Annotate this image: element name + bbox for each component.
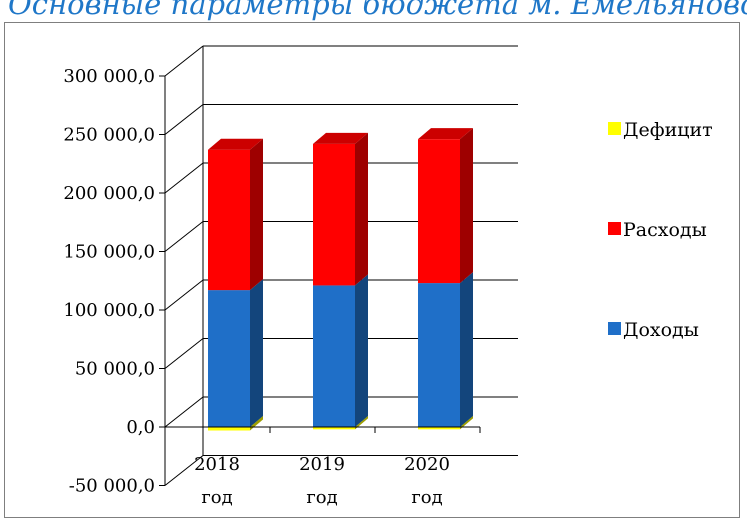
bar-deficit-0-front: [208, 427, 250, 431]
gridline-diagonal: [164, 455, 204, 486]
chart-frame: [4, 22, 740, 518]
y-axis: -50 000,0 0,0 50 000,0 100 000,0 150 000,0 20…: [63, 66, 166, 497]
bar-expenses-0-front: [208, 149, 250, 291]
bar-income-0: [208, 279, 263, 427]
x-tick-label: год: [306, 487, 337, 508]
gridline-diagonal: [164, 45, 204, 77]
bar-expenses-2: [418, 128, 473, 284]
gridline-diagonal: [164, 279, 204, 311]
legend-label: Доходы: [623, 319, 699, 341]
legend-label: Расходы: [623, 219, 707, 241]
y-tick-label: 300 000,0: [63, 66, 155, 87]
x-tick-label: 2020: [404, 454, 450, 475]
bar-income-1: [313, 274, 368, 427]
bar-deficit-1-side: [355, 416, 368, 430]
x-tick-label: год: [201, 487, 232, 508]
x-axis: 2018 год 2019 год 2020 год: [164, 426, 481, 508]
legend-swatch: [608, 122, 621, 135]
bar-expenses-1-front: [313, 143, 355, 286]
y-tick-label: -50 000,0: [69, 476, 155, 497]
y-tick-label: 0,0: [126, 417, 155, 438]
bar-expenses-2-top: [418, 128, 473, 140]
y-tick-label: 150 000,0: [63, 242, 155, 263]
bar-expenses-1-side: [355, 132, 368, 286]
bar-income-1-front: [313, 285, 355, 427]
bar-income-1-side: [355, 274, 368, 427]
bar-income-0-side: [250, 279, 263, 427]
bar-expenses-0-side: [250, 138, 263, 291]
chart-title: Основные параметры бюджета м. Емельяново: [8, 0, 747, 21]
bar-deficit-1-front: [313, 427, 355, 430]
gridline-diagonal: [164, 338, 204, 369]
y-tick-label: 100 000,0: [63, 300, 155, 321]
bar-expenses-1: [313, 132, 368, 286]
gridline-diagonal: [164, 396, 204, 428]
y-tick-label: 200 000,0: [63, 183, 155, 204]
legend-swatch: [608, 322, 621, 335]
gridline-diagonal: [164, 221, 204, 252]
x-tick-label: 2019: [299, 454, 345, 475]
bar-income-2: [418, 272, 473, 427]
x-tick-label: год: [411, 487, 442, 508]
bar-expenses-0: [208, 138, 263, 291]
bars: [208, 128, 473, 431]
legend-swatch: [608, 222, 621, 235]
bar-deficit-2-front: [418, 427, 460, 430]
legend: Дефицит Расходы Доходы: [608, 119, 713, 341]
bar-deficit-2-side: [460, 416, 473, 430]
legend-label: Дефицит: [623, 119, 713, 141]
bar-income-0-front: [208, 290, 250, 427]
bar-expenses-2-side: [460, 128, 473, 284]
bar-income-2-front: [418, 283, 460, 427]
bar-expenses-1-top: [313, 132, 368, 144]
bar-expenses-0-top: [208, 138, 263, 150]
gridline-diagonal: [164, 162, 204, 194]
gridline-diagonal: [164, 104, 204, 135]
bar-income-2-side: [460, 272, 473, 427]
y-tick-label: 50 000,0: [75, 359, 155, 380]
y-tick-label: 250 000,0: [63, 125, 155, 146]
bar-expenses-2-front: [418, 139, 460, 284]
x-tick-label: 2018: [194, 454, 240, 475]
